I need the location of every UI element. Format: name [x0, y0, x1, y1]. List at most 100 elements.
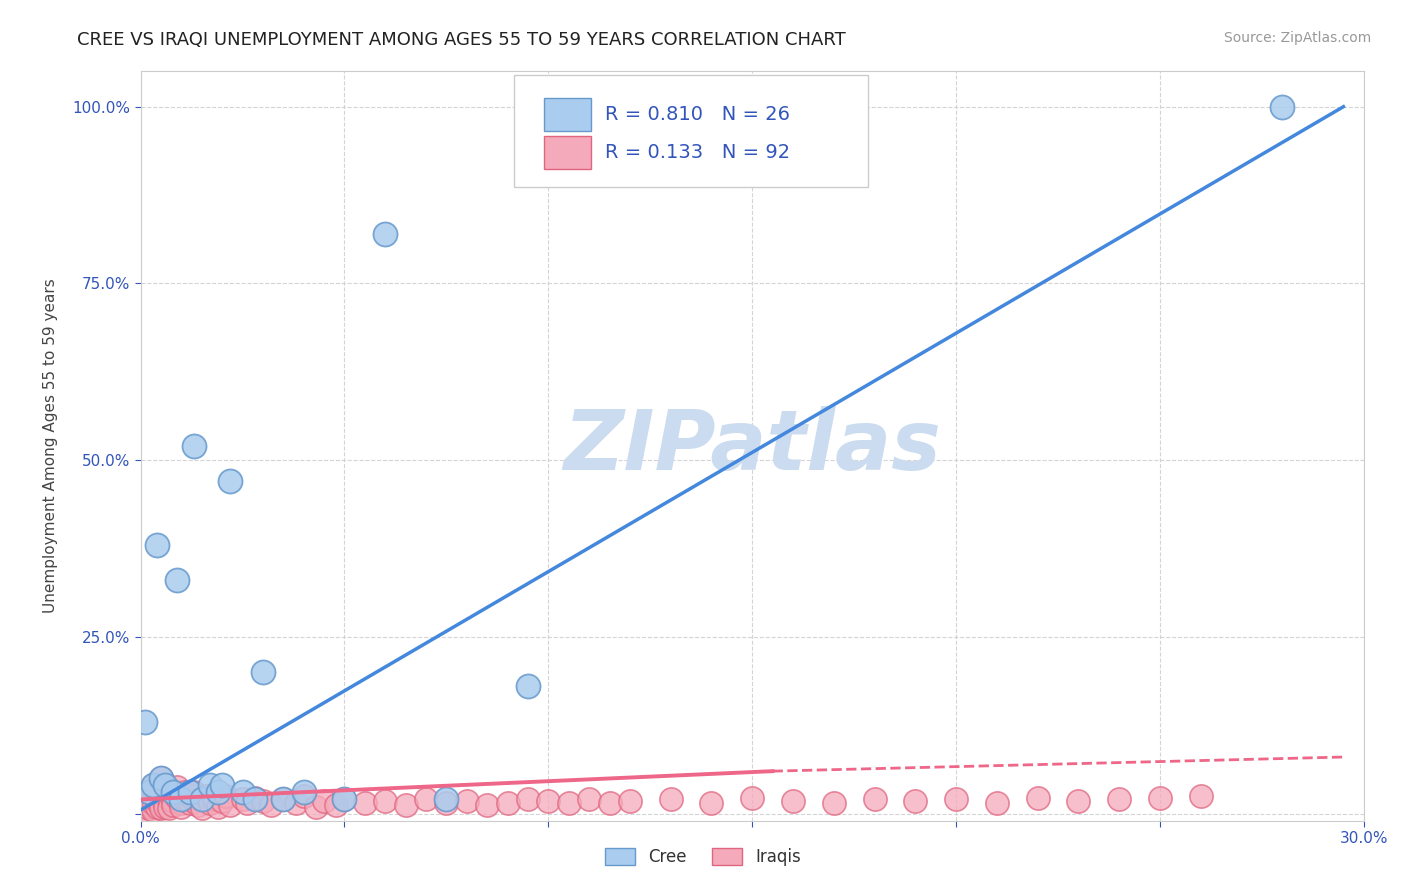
Point [166, 791, 188, 805]
Point [179, 785, 201, 799]
Point [134, 803, 156, 817]
Y-axis label: Unemployment Among Ages 55 to 59 years: Unemployment Among Ages 55 to 59 years [44, 278, 58, 614]
Point [354, 796, 377, 810]
Point [374, 794, 396, 808]
Point [146, 799, 169, 814]
Point [252, 794, 274, 808]
Point [1026, 791, 1049, 805]
Point [142, 778, 165, 792]
Point [333, 792, 356, 806]
Point [325, 798, 347, 813]
Point [162, 785, 184, 799]
Point [211, 794, 233, 808]
Point [153, 799, 176, 814]
Point [138, 796, 160, 810]
Point [599, 796, 621, 810]
Point [191, 792, 214, 806]
Point [219, 798, 242, 813]
Point [146, 794, 169, 808]
Point [211, 778, 233, 792]
Point [945, 792, 967, 806]
Point [134, 799, 156, 814]
Point [146, 538, 169, 552]
Point [138, 789, 160, 803]
Point [271, 792, 295, 806]
Point [191, 792, 214, 806]
Point [619, 794, 641, 808]
Point [436, 792, 458, 806]
Point [517, 792, 540, 806]
Point [174, 785, 197, 799]
Point [150, 798, 172, 813]
Point [235, 796, 257, 810]
Point [166, 780, 188, 794]
Point [134, 792, 156, 806]
Point [823, 796, 845, 810]
Point [284, 796, 307, 810]
Point [986, 796, 1008, 810]
Legend: Cree, Iraqis: Cree, Iraqis [596, 840, 810, 875]
Point [700, 796, 723, 810]
Point [231, 785, 254, 799]
Point [496, 796, 519, 810]
Point [179, 796, 201, 810]
Text: Source: ZipAtlas.com: Source: ZipAtlas.com [1223, 31, 1371, 45]
Point [187, 798, 209, 813]
Point [142, 778, 165, 792]
Point [153, 778, 176, 792]
Point [191, 801, 214, 815]
Text: CREE VS IRAQI UNEMPLOYMENT AMONG AGES 55 TO 59 YEARS CORRELATION CHART: CREE VS IRAQI UNEMPLOYMENT AMONG AGES 55… [77, 31, 846, 49]
Point [260, 798, 283, 813]
Point [170, 789, 193, 803]
Point [578, 792, 600, 806]
Point [170, 792, 193, 806]
Point [537, 794, 560, 808]
Point [183, 439, 205, 453]
Point [194, 789, 217, 803]
Point [134, 714, 156, 729]
Point [162, 794, 184, 808]
Point [179, 789, 201, 803]
FancyBboxPatch shape [513, 75, 869, 187]
Point [162, 787, 184, 801]
Point [312, 794, 335, 808]
Point [1067, 794, 1090, 808]
Point [142, 799, 165, 814]
Point [183, 794, 205, 808]
Point [157, 781, 180, 796]
Point [150, 771, 172, 785]
Point [333, 792, 356, 806]
Point [157, 801, 180, 815]
Point [153, 789, 176, 803]
Point [292, 789, 315, 803]
Point [305, 799, 328, 814]
Point [207, 799, 229, 814]
Point [157, 792, 180, 806]
Bar [544, 97, 591, 130]
Point [292, 785, 315, 799]
Point [142, 803, 165, 817]
Point [231, 792, 254, 806]
Point [174, 792, 197, 806]
Point [138, 801, 160, 815]
Point [150, 771, 172, 785]
Point [150, 785, 172, 799]
Point [1271, 100, 1294, 114]
Point [374, 227, 396, 241]
Point [557, 796, 581, 810]
Point [863, 792, 886, 806]
Point [394, 798, 416, 813]
Point [659, 792, 682, 806]
Point [415, 792, 437, 806]
Point [150, 791, 172, 805]
Bar [544, 136, 591, 169]
Point [138, 785, 160, 799]
Point [215, 789, 238, 803]
Point [436, 796, 458, 810]
Point [166, 574, 188, 588]
Point [170, 799, 193, 814]
Point [271, 792, 295, 806]
Point [198, 796, 221, 810]
Point [904, 794, 927, 808]
Point [146, 789, 169, 803]
